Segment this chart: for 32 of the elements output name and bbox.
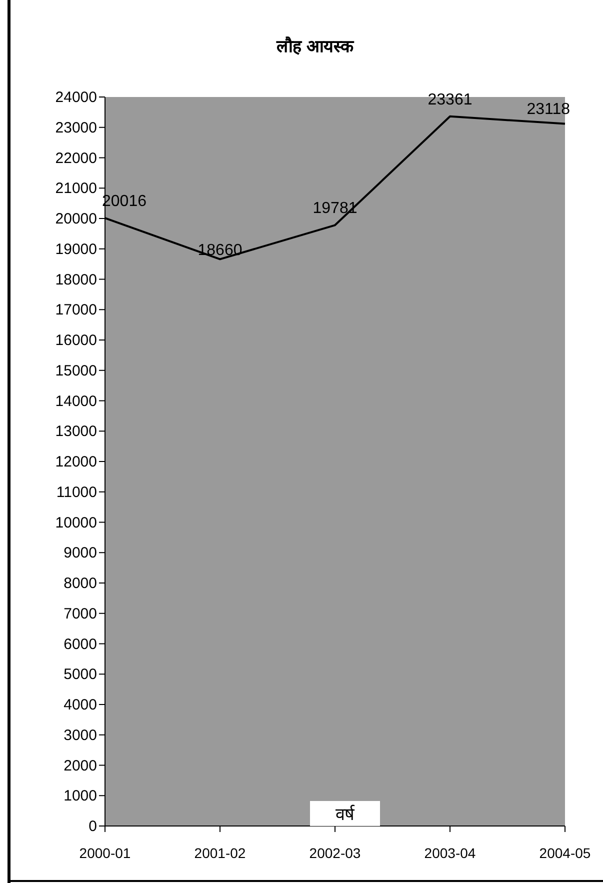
y-tick-label: 7000 xyxy=(64,605,97,622)
y-tick-label: 20000 xyxy=(55,210,97,228)
y-tick-label: 12000 xyxy=(55,454,97,470)
y-tick-label: 23000 xyxy=(55,119,97,136)
y-tick-label: 0 xyxy=(88,818,97,835)
y-tick-label: 1000 xyxy=(64,788,97,805)
y-tick-label: 6000 xyxy=(64,636,97,653)
y-tick-label: 21000 xyxy=(55,180,97,198)
x-tick-label: 2004-05 xyxy=(539,845,591,861)
y-tick-label: 16000 xyxy=(55,332,97,349)
y-tick-label: 3000 xyxy=(64,726,97,744)
y-tick-label: 2000 xyxy=(64,757,97,774)
y-tick-label: 4000 xyxy=(64,696,97,714)
x-tick-label: 2003-04 xyxy=(424,845,476,861)
y-tick-label: 22000 xyxy=(55,150,97,167)
y-tick-label: 19000 xyxy=(55,240,97,258)
x-tick-label: 2001-02 xyxy=(194,845,246,861)
y-tick-label: 10000 xyxy=(55,514,97,532)
y-tick-label: 9000 xyxy=(64,544,97,562)
x-axis-title: वर्ष xyxy=(336,804,356,824)
y-tick-label: 15000 xyxy=(55,362,97,380)
y-tick-label: 14000 xyxy=(55,392,97,410)
y-tick-label: 8000 xyxy=(64,575,97,592)
y-tick-label: 5000 xyxy=(64,666,97,684)
chart-title: लौह आयस्क xyxy=(276,36,354,56)
y-tick-label: 13000 xyxy=(55,423,97,440)
y-tick-label: 24000 xyxy=(55,89,97,106)
x-tick-label: 2002-03 xyxy=(309,845,361,861)
y-tick-label: 18000 xyxy=(55,271,97,288)
y-tick-label: 17000 xyxy=(55,302,97,319)
y-tick-label: 11000 xyxy=(56,484,97,501)
x-tick-label: 2000-01 xyxy=(79,845,131,861)
